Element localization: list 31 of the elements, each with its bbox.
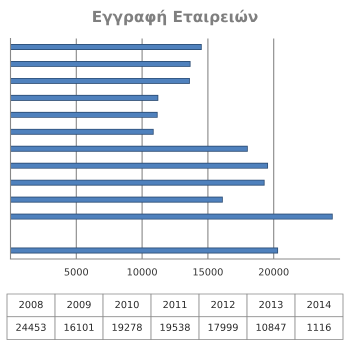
bar	[10, 44, 202, 50]
bar	[10, 214, 333, 220]
text: 2011	[163, 300, 186, 308]
bar	[10, 78, 190, 84]
text: 17999	[208, 324, 238, 331]
bar	[10, 180, 265, 186]
text: 2010	[115, 300, 139, 308]
x-tick-label: 5000	[64, 268, 88, 276]
x-tick-label: 15000	[194, 268, 223, 276]
bar	[10, 128, 154, 135]
bar	[10, 196, 223, 203]
text: 10847	[256, 324, 286, 331]
text: 2009	[67, 300, 91, 308]
chart-title: Εγγραφή Εταιρειών	[93, 10, 258, 26]
bar	[10, 162, 268, 169]
x-tick-label: 10000	[128, 268, 157, 276]
text: 1116	[308, 324, 331, 331]
text: 2014	[307, 300, 331, 308]
text: 2012	[211, 300, 234, 308]
text: 19278	[112, 324, 142, 331]
text: 16101	[64, 324, 94, 331]
text: 2013	[259, 300, 283, 308]
text: 24453	[16, 324, 46, 331]
bar	[10, 112, 158, 118]
text: 2008	[19, 300, 43, 308]
x-tick-label: 20000	[258, 268, 289, 276]
text: 19538	[160, 324, 190, 331]
bar	[10, 248, 278, 254]
bar	[10, 60, 191, 67]
bar	[10, 94, 158, 101]
bar	[10, 146, 248, 152]
